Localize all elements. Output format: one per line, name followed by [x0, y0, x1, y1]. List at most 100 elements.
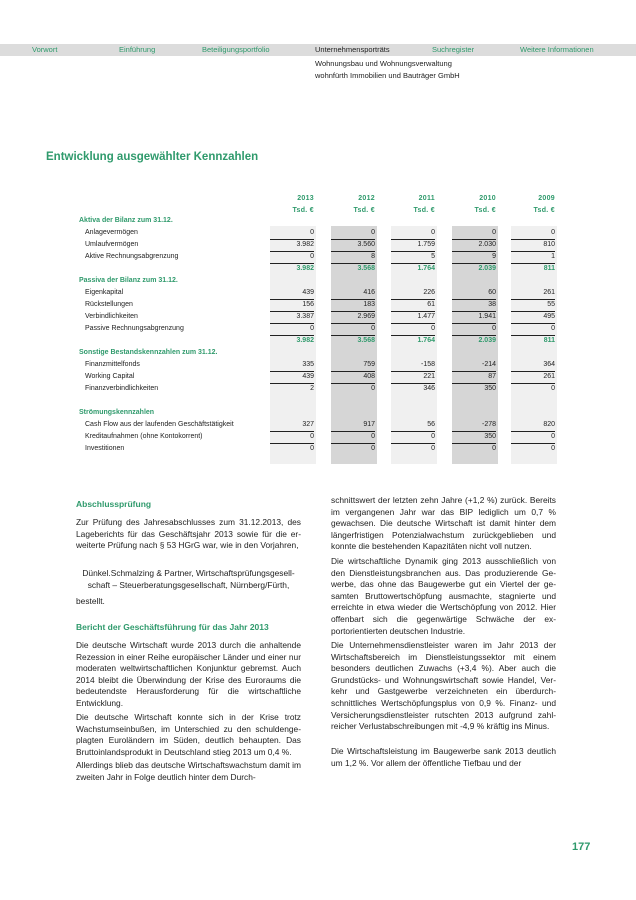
unit-header: Tsd. € [533, 207, 555, 214]
cell-2010: 87 [452, 373, 496, 384]
table-section-header: Sonstige Bestandskennzahlen zum 31.12. [0, 348, 636, 360]
cell-2011: 226 [391, 289, 435, 300]
cell-2011: 56 [391, 421, 435, 432]
cell-2009: 364 [511, 361, 555, 372]
cell-2011: 61 [391, 301, 435, 312]
cell-2012: 183 [331, 301, 375, 312]
nav-beteiligungsportfolio[interactable]: Beteiligungsportfolio [202, 45, 270, 54]
cell-2011: 0 [391, 433, 435, 444]
cell-2010: 0 [452, 229, 496, 240]
row-label: Cash Flow aus der laufenden Geschäftstät… [85, 421, 234, 428]
year-header: 2011 [418, 195, 435, 202]
cell-2011: 346 [423, 385, 435, 392]
paragraph: Allerdings blieb das deutsche Wirtschaft… [76, 760, 301, 782]
cell-2013: 0 [270, 253, 314, 264]
cell-2013: 3.982 [270, 241, 314, 252]
column-background [511, 226, 557, 464]
cell-2011: 0 [391, 229, 435, 240]
row-label: Investitionen [85, 445, 125, 452]
nav-weitere-informationen[interactable]: Weitere Informationen [520, 45, 594, 54]
cell-2011: 5 [391, 253, 435, 264]
cell-2009: 0 [511, 433, 555, 444]
row-label: Aktive Rechnungsabgrenzung [85, 253, 179, 260]
table-section-header: Passiva der Bilanz zum 31.12. [0, 276, 636, 288]
cell-2010: 9 [452, 253, 496, 264]
cell-2010: 38 [452, 301, 496, 312]
cell-2013: 335 [270, 361, 314, 372]
paragraph: Zur Prüfung des Jahresabschlusses zum 31… [76, 517, 301, 551]
cell-2012: 0 [331, 325, 375, 336]
year-header: 2013 [297, 195, 314, 202]
cell-2011: -158 [391, 361, 435, 372]
row-label: Finanzmittelfonds [85, 361, 140, 368]
row-label: Passiva der Bilanz zum 31.12. [79, 277, 178, 284]
table-row: Eigenkapital 439 416 226 60 261 [0, 288, 636, 300]
cell-2011: 0 [391, 325, 435, 336]
cell-2009: 55 [511, 301, 555, 312]
cell-2013: 0 [310, 445, 314, 452]
year-header: 2012 [358, 195, 375, 202]
paragraph: schnittswert der letzten zehn Jahre (+1,… [331, 495, 556, 552]
nav-unternehmensportraets[interactable]: Unternehmensporträts [315, 45, 390, 54]
heading-bericht: Bericht der Geschäftsführung für das Jah… [76, 622, 269, 632]
table-row: Aktive Rechnungsabgrenzung 0 8 5 9 1 [0, 252, 636, 264]
cell-2009: 495 [511, 313, 555, 324]
cell-2013: 0 [270, 325, 314, 336]
cell-2012: 3.560 [331, 241, 375, 252]
cell-2011: 1.764 [417, 265, 435, 272]
cell-2009: 0 [511, 229, 555, 240]
cell-2009: 811 [543, 265, 555, 272]
nav-einfuehrung[interactable]: Einführung [119, 45, 156, 54]
row-label: Anlagevermögen [85, 229, 138, 236]
table-row: Finanzmittelfonds 335 759 -158 -214 364 [0, 360, 636, 372]
column-background [331, 226, 377, 464]
cell-2013: 2 [310, 385, 314, 392]
table-sum-row: 3.982 3.568 1.764 2.039 811 [0, 264, 636, 276]
cell-2010: -278 [452, 421, 496, 432]
cell-2012: 2.969 [331, 313, 375, 324]
cell-2009: 261 [511, 289, 555, 300]
cell-2011: 221 [391, 373, 435, 384]
year-header: 2010 [479, 195, 496, 202]
row-label: Sonstige Bestandskennzahlen zum 31.12. [79, 349, 218, 356]
cell-2009: 810 [511, 241, 555, 252]
row-label: Kreditaufnahmen (ohne Kontokorrent) [85, 433, 203, 440]
cell-2012: 917 [331, 421, 375, 432]
paragraph: Die wirtschaftliche Dynamik ging 2013 au… [331, 556, 556, 636]
cell-2010: 2.039 [478, 265, 496, 272]
table-row: Rückstellungen 156 183 61 38 55 [0, 300, 636, 312]
page-title: Entwicklung ausgewählter Kennzahlen [46, 151, 259, 163]
unit-header: Tsd. € [413, 207, 435, 214]
paragraph: Dünkel.Schmalzing & Partner, Wirtschafts… [82, 568, 295, 590]
row-label: Strömungskennzahlen [79, 409, 155, 416]
row-label: Aktiva der Bilanz zum 31.12. [79, 217, 173, 224]
table-row: Kreditaufnahmen (ohne Kontokorrent) 0 0 0 35… [0, 432, 636, 444]
year-header: 2009 [538, 195, 555, 202]
cell-2009: 811 [543, 337, 555, 344]
table-row [0, 396, 636, 408]
cell-2013: 439 [270, 289, 314, 300]
cell-2009: 1 [511, 253, 555, 264]
cell-2012: 8 [331, 253, 375, 264]
row-label: Verbindlichkeiten [85, 313, 138, 320]
table-row: Investitionen 0 0 0 0 0 [0, 444, 636, 456]
unit-header: Tsd. € [292, 207, 314, 214]
cell-2013: 3.387 [270, 313, 314, 324]
top-navigation: Vorwort Einführung Beteiligungsportfolio… [0, 44, 636, 56]
row-label: Rückstellungen [85, 301, 133, 308]
cell-2012: 416 [331, 289, 375, 300]
table-row: Finanzverbindlichkeiten 2 0 346 350 0 [0, 384, 636, 396]
table-row: Umlaufvermögen 3.982 3.560 1.759 2.030 810 [0, 240, 636, 252]
breadcrumb-company: wohnfürth Immobilien und Bauträger GmbH [315, 71, 460, 80]
paragraph: bestellt. [76, 596, 105, 606]
paragraph: Die deutsche Wirtschaft konnte sich in d… [76, 712, 301, 757]
cell-2011: 1.477 [391, 313, 435, 324]
nav-suchregister[interactable]: Suchregister [432, 45, 475, 54]
cell-2013: 3.982 [296, 265, 314, 272]
table-row: Working Capital 439 408 221 87 261 [0, 372, 636, 384]
cell-2010: -214 [452, 361, 496, 372]
cell-2012: 3.568 [357, 265, 375, 272]
column-background [270, 226, 316, 464]
nav-vorwort[interactable]: Vorwort [32, 45, 58, 54]
